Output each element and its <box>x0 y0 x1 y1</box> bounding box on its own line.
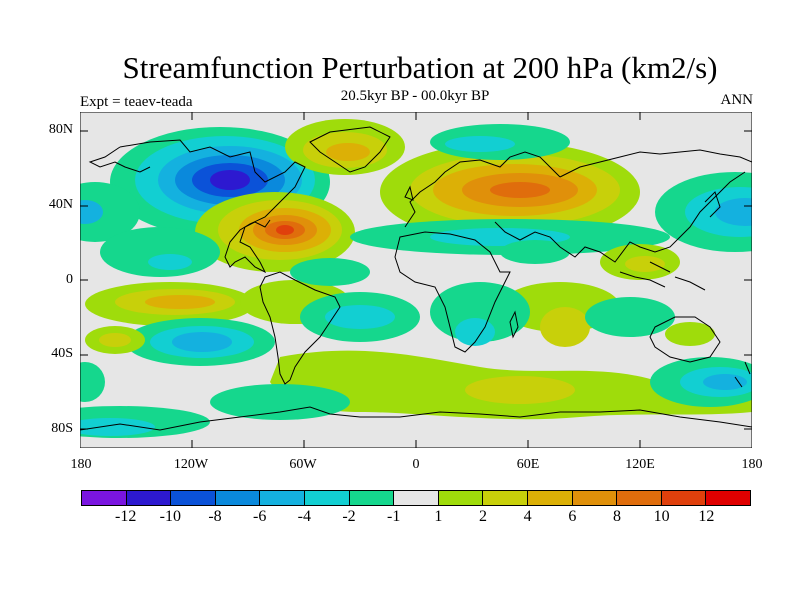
colorbar-swatch <box>527 491 573 505</box>
contour-neg-northamerica-core <box>210 170 250 190</box>
colorbar-label: -1 <box>386 508 401 525</box>
lat-label-40s: 40S <box>51 346 73 361</box>
contour-pos-pacific-small-core <box>99 333 131 347</box>
colorbar-swatch <box>304 491 350 505</box>
contour-neg-antarctic-core <box>80 418 155 436</box>
colorbar-swatch <box>126 491 172 505</box>
colorbar-label: 6 <box>568 508 577 525</box>
coast-indonesia <box>619 261 706 291</box>
contour-pos-atlantic-core <box>276 225 294 235</box>
colorbar-label: -8 <box>208 508 222 525</box>
colorbar-label: -12 <box>114 508 137 525</box>
contour-neg-drake <box>210 384 350 420</box>
colorbar-swatch <box>82 491 127 505</box>
colorbar-label: 4 <box>523 508 532 525</box>
contour-neg-tropicalpacific-core <box>148 254 192 270</box>
contour-neg-arctic-2 <box>445 136 515 152</box>
coast-africa <box>394 231 511 353</box>
colorbar-swatch <box>394 491 439 505</box>
coast-europe <box>404 151 561 228</box>
coastlines <box>80 126 752 431</box>
contour-neg-west-edge <box>80 362 105 402</box>
coast-japan <box>704 191 721 218</box>
lon-label-60e: 60E <box>516 457 540 472</box>
coast-antarctica <box>80 406 752 431</box>
colorbar-label: 10 <box>653 508 670 525</box>
coast-north-america <box>119 139 306 274</box>
map-subtitle: 20.5kyr BP - 00.0kyr BP <box>340 88 490 104</box>
colorbar-swatch <box>661 491 707 505</box>
axis-ticks <box>80 112 752 448</box>
lon-label-120e: 120E <box>625 457 655 472</box>
contour-pos-indian-core <box>540 307 590 347</box>
colorbar-label: 2 <box>479 508 487 525</box>
contour-neg-southpacific-core <box>172 332 232 352</box>
lon-label-120w: 120W <box>173 457 209 472</box>
lat-label-0: 0 <box>66 272 73 287</box>
contour-pos-southpacific-core <box>145 295 215 309</box>
colorbar-swatch <box>617 491 662 505</box>
colorbar-swatch <box>215 491 261 505</box>
colorbar-swatch <box>349 491 395 505</box>
colorbar-swatch <box>260 491 305 505</box>
contour-neg-tropical-atlantic <box>290 258 370 286</box>
coast-south-america <box>259 271 341 385</box>
contour-neg-eastpacific-outer <box>80 182 140 242</box>
colorbar-swatch <box>572 491 618 505</box>
lat-label-80n: 80N <box>48 122 73 137</box>
coast-asia <box>494 149 752 263</box>
coast-greenland <box>309 126 391 173</box>
coast-new-zealand <box>734 361 751 388</box>
colorbar-label: -10 <box>159 508 181 525</box>
colorbar <box>81 490 751 506</box>
map-panel <box>80 112 752 448</box>
lon-label-180e: 180 <box>741 457 763 472</box>
coast-uk <box>404 185 414 201</box>
colorbar-swatch <box>171 491 216 505</box>
colorbar-label: 8 <box>613 508 621 525</box>
contour-neg-africa <box>430 282 530 342</box>
contour-neg-southern-east-3 <box>703 374 747 390</box>
contour-neg-southatlantic-core <box>325 305 395 329</box>
contour-pos-australia <box>665 322 715 346</box>
colorbar-label: -6 <box>252 508 267 525</box>
lat-label-40n: 40N <box>48 197 73 212</box>
contour-neg-westpacific-core <box>715 198 752 226</box>
contour-neg-indian <box>500 240 570 264</box>
colorbar-swatch <box>483 491 528 505</box>
contour-pos-eurasia-core <box>490 182 550 198</box>
contour-neg-australia <box>585 297 675 337</box>
colorbar-label: -4 <box>297 508 311 525</box>
colorbar-label: -2 <box>342 508 356 525</box>
contour-neg-africa-core <box>455 318 495 346</box>
lat-label-80s: 80S <box>51 421 73 436</box>
coast-australia <box>649 316 721 363</box>
map-title: Streamfunction Perturbation at 200 hPa (… <box>122 50 718 85</box>
lon-label-60w: 60W <box>289 457 317 472</box>
colorbar-label: 12 <box>698 508 715 525</box>
contour-neg-tropicalpacific <box>100 227 220 277</box>
contour-pos-maritime-core <box>625 256 665 272</box>
coast-madagascar <box>509 310 519 339</box>
map-svg <box>80 112 752 448</box>
season-label: ANN <box>720 92 754 108</box>
colorbar-label: 1 <box>434 508 443 525</box>
contour-pos-southern-core <box>465 376 575 404</box>
experiment-label: Expt = teaev-teada <box>80 94 193 110</box>
colorbar-swatch <box>438 491 484 505</box>
colorbar-swatch <box>706 491 750 505</box>
coast-alaska <box>88 146 151 173</box>
lon-label-0: 0 <box>412 457 420 472</box>
contour-pos-greenland-core <box>326 143 370 161</box>
lon-label-180w: 180 <box>70 457 92 472</box>
